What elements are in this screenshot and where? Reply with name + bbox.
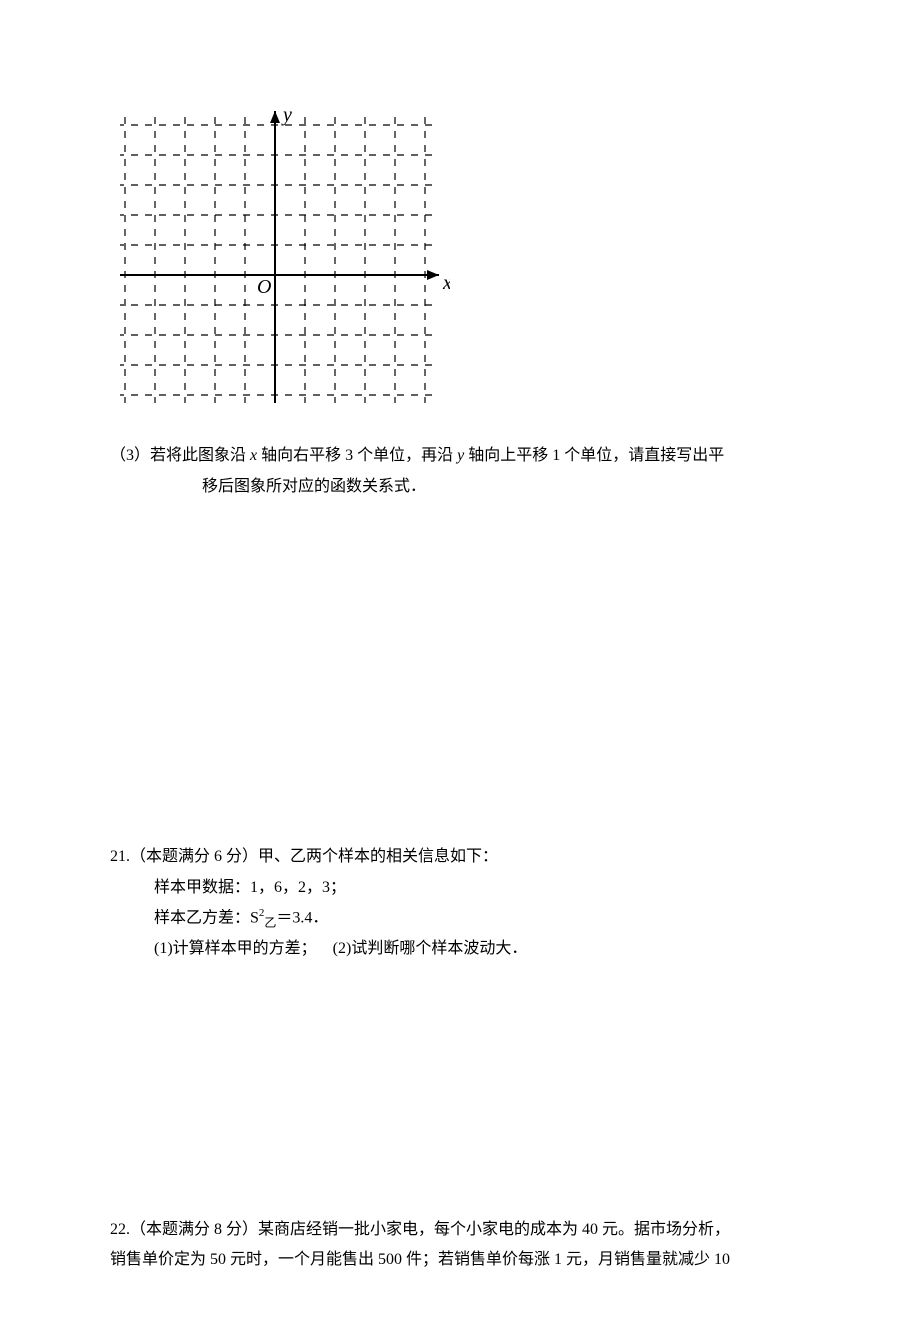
q3-line1: （3）若将此图象沿 x 轴向右平移 3 个单位，再沿 y 轴向上平移 1 个单位… bbox=[110, 441, 810, 471]
svg-text:x: x bbox=[442, 272, 450, 294]
q3-prefix: （3） bbox=[110, 447, 150, 464]
question-22: 22.（本题满分 8 分）某商店经销一批小家电，每个小家电的成本为 40 元。据… bbox=[110, 1215, 810, 1276]
q21-line3: (1)计算样本甲的方差； (2)试判断哪个样本波动大． bbox=[110, 934, 810, 964]
question-3: （3）若将此图象沿 x 轴向右平移 3 个单位，再沿 y 轴向上平移 1 个单位… bbox=[110, 441, 810, 502]
q21-line2: 样本乙方差：S2乙＝3.4． bbox=[110, 903, 810, 934]
q21-line1: 样本甲数据：1，6，2，3； bbox=[110, 873, 810, 903]
q22-line1: 22.（本题满分 8 分）某商店经销一批小家电，每个小家电的成本为 40 元。据… bbox=[110, 1215, 810, 1245]
svg-text:y: y bbox=[281, 104, 292, 126]
page: y x O （3）若将此图象沿 x 轴向右平移 3 个单位，再沿 y 轴向上平移 1… bbox=[0, 0, 920, 1335]
grid-svg: y x O bbox=[120, 90, 450, 410]
q21-l2b: ＝3.4． bbox=[276, 909, 328, 926]
q3-l1c: 轴向上平移 1 个单位，请直接写出平 bbox=[464, 447, 724, 464]
q21-l2a: 样本乙方差：S bbox=[154, 909, 259, 926]
q3-l1b: 轴向右平移 3 个单位，再沿 bbox=[257, 447, 457, 464]
grid-chart: y x O bbox=[120, 90, 810, 421]
q22-line2: 销售单价定为 50 元时，一个月能售出 500 件；若销售单价每涨 1 元，月销… bbox=[110, 1245, 810, 1275]
q3-line2: 移后图象所对应的函数关系式． bbox=[110, 472, 810, 502]
svg-text:O: O bbox=[257, 276, 271, 298]
q3-l1a: 若将此图象沿 bbox=[150, 447, 250, 464]
q21-l2sub: 乙 bbox=[264, 915, 276, 929]
q21-head: 21.（本题满分 6 分）甲、乙两个样本的相关信息如下： bbox=[110, 842, 810, 872]
question-21: 21.（本题满分 6 分）甲、乙两个样本的相关信息如下： 样本甲数据：1，6，2… bbox=[110, 842, 810, 964]
